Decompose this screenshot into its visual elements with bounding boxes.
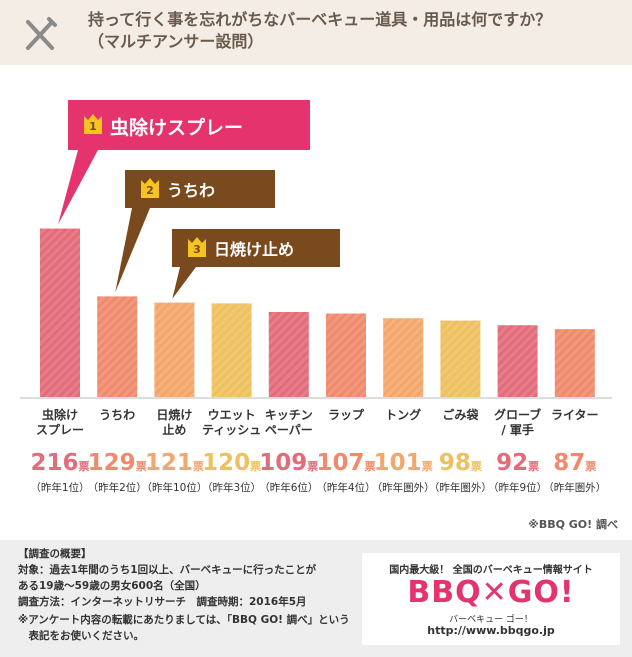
value-unit: 票 [307, 460, 319, 473]
callout-label: 虫除けスプレー [110, 117, 244, 139]
value-label: 121票 [142, 450, 206, 480]
callout-label: 日焼け止め [214, 240, 295, 259]
value-unit: 票 [528, 460, 540, 473]
last-year-rank: （昨年3位） [202, 482, 262, 494]
tagline: 国内最大級！ 全国のバーベキュー情報サイト [389, 565, 593, 576]
rank-badge [188, 237, 206, 257]
value-number: 120 [202, 450, 251, 476]
value-number: 216 [30, 450, 79, 476]
logo-reading: バーベキュー ゴー！ [449, 615, 533, 625]
value-unit: 票 [470, 460, 482, 473]
x-tick-label: ラップ [327, 408, 364, 422]
callout-label: うちわ [167, 181, 216, 200]
bar-texture [326, 313, 366, 397]
value-unit: 票 [192, 460, 204, 473]
bar-texture [383, 318, 424, 397]
last-year-rank: （昨年圏外） [371, 482, 435, 494]
footer-line: 対象：過去1年間のうち1回以上、バーベキューに行ったことが ある19歳～59歳の… [18, 564, 317, 592]
bar-texture [497, 325, 538, 397]
x-tick-label: トング [385, 408, 422, 422]
value-number: 92 [496, 450, 529, 476]
value-number: 87 [553, 450, 586, 476]
value-label: 101票 [371, 450, 435, 480]
bar-texture [554, 329, 595, 397]
value-label: 107票 [314, 450, 378, 480]
value-label: 129票 [85, 450, 149, 480]
source: ※BBQ GO! 調べ [528, 518, 618, 531]
callout-pointer [115, 208, 150, 293]
rank-badge [84, 114, 102, 134]
value-unit: 票 [421, 460, 433, 473]
bar-texture [97, 296, 138, 397]
rank-number: 1 [89, 120, 97, 133]
value-unit: 票 [364, 460, 376, 473]
value-number: 98 [438, 450, 471, 476]
x-tick-label: ライター [551, 408, 599, 422]
rank-number: 2 [146, 184, 154, 197]
value-label: 98票 [428, 450, 492, 480]
bar-texture [40, 228, 80, 397]
value-number: 101 [373, 450, 422, 476]
value-unit: 票 [135, 460, 147, 473]
chart-title: 持って行く事を忘れがちなバーベキュー道具・用品は何ですか？ （マルチアンサー設問… [88, 10, 552, 51]
value-label: 109票 [257, 450, 321, 480]
last-year-rank: （昨年9位） [488, 482, 548, 494]
last-year-rank: （昨年4位） [316, 482, 376, 494]
x-tick-label: 日焼け 止め [156, 408, 193, 437]
footer-heading: 【調査の概要】 [18, 548, 92, 560]
footer-line: ※アンケート内容の転載にあたりましては、「BBQ GO! 調べ」という 表記をお… [18, 614, 350, 642]
value-unit: 票 [250, 460, 262, 473]
logo: BBQ✕GO! [407, 575, 575, 610]
last-year-rank: （昨年圏外） [428, 482, 492, 494]
rank-badge [141, 178, 159, 198]
value-label: 120票 [200, 450, 264, 480]
x-tick-label: うちわ [99, 408, 136, 422]
value-label: 92票 [486, 450, 550, 480]
x-tick-label: キッチン ペーパー [264, 408, 313, 437]
footer-line: 調査方法：インターネットリサーチ 調査時期：2016年5月 [18, 596, 307, 608]
url: http://www.bbqgo.jp [427, 624, 555, 637]
callout-pointer [172, 267, 196, 299]
value-number: 107 [316, 450, 365, 476]
bar-texture [268, 311, 309, 397]
header-band [0, 0, 632, 65]
callout-box [68, 100, 310, 150]
x-tick-label: 虫除け スプレー [35, 408, 84, 437]
logo-box [362, 553, 620, 645]
x-tick-label: ウエット ティッシュ [201, 408, 262, 437]
rank-number: 3 [193, 243, 201, 256]
value-unit: 票 [78, 460, 90, 473]
value-label: 216票 [28, 450, 92, 480]
value-unit: 票 [585, 460, 597, 473]
bbq-icon [26, 17, 57, 50]
bar-texture [440, 320, 481, 397]
x-tick-label: グローブ / 軍手 [493, 408, 542, 437]
callout-pointer [58, 150, 98, 225]
last-year-rank: （昨年2位） [87, 482, 147, 494]
bar-texture [211, 303, 252, 397]
value-label: 87票 [543, 450, 607, 480]
x-tick-label: ごみ袋 [442, 408, 479, 422]
last-year-rank: （昨年6位） [259, 482, 319, 494]
last-year-rank: （昨年10位） [141, 482, 208, 494]
bar-texture [154, 302, 195, 397]
last-year-rank: （昨年1位） [30, 482, 90, 494]
value-number: 109 [259, 450, 308, 476]
value-number: 129 [87, 450, 136, 476]
last-year-rank: （昨年圏外） [543, 482, 607, 494]
value-number: 121 [144, 450, 193, 476]
